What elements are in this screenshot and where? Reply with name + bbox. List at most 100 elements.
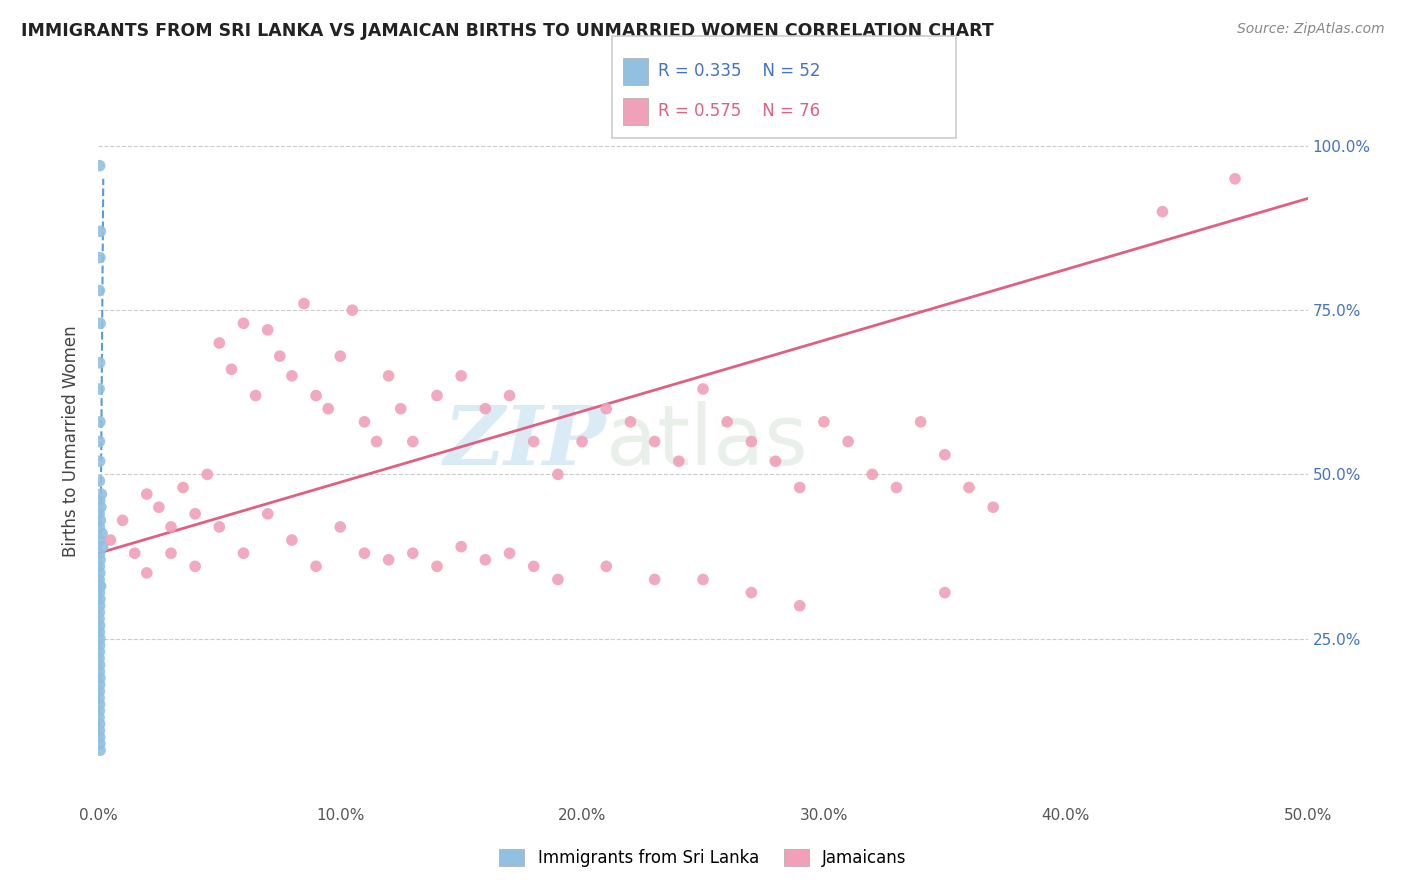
- Point: [89, 224, 111, 238]
- Point: [316, 401, 339, 416]
- Point: [402, 434, 425, 449]
- Point: [89, 454, 111, 468]
- Point: [160, 520, 183, 534]
- Point: [89, 159, 111, 173]
- Point: [934, 448, 956, 462]
- Point: [474, 553, 496, 567]
- Point: [89, 671, 111, 685]
- Point: [547, 573, 569, 587]
- Point: [305, 559, 328, 574]
- Point: [124, 546, 146, 560]
- Point: [89, 645, 111, 659]
- Point: [450, 540, 472, 554]
- Point: [89, 710, 111, 724]
- Point: [208, 336, 231, 351]
- Point: [89, 657, 111, 672]
- Point: [981, 500, 1004, 515]
- Point: [353, 546, 375, 560]
- Point: [184, 559, 207, 574]
- Point: [89, 251, 111, 265]
- Point: [89, 730, 111, 744]
- Point: [281, 368, 304, 383]
- Point: [377, 368, 399, 383]
- Point: [89, 704, 111, 718]
- Point: [89, 665, 111, 679]
- Point: [89, 605, 111, 619]
- Point: [232, 546, 254, 560]
- Point: [89, 717, 111, 731]
- Point: [644, 434, 666, 449]
- Point: [957, 481, 980, 495]
- Point: [100, 533, 122, 547]
- Text: ZIP: ZIP: [444, 401, 606, 482]
- Point: [89, 618, 111, 632]
- Point: [256, 323, 278, 337]
- Point: [813, 415, 835, 429]
- Point: [498, 388, 520, 402]
- Point: [89, 684, 111, 698]
- Y-axis label: Births to Unmarried Women: Births to Unmarried Women: [62, 326, 80, 558]
- Point: [90, 487, 112, 501]
- Point: [89, 737, 111, 751]
- Point: [934, 585, 956, 599]
- Point: [377, 553, 399, 567]
- Point: [89, 698, 111, 712]
- Point: [89, 434, 111, 449]
- Point: [547, 467, 569, 482]
- Point: [89, 382, 111, 396]
- Point: [89, 599, 111, 613]
- Point: [89, 612, 111, 626]
- Point: [426, 559, 449, 574]
- Point: [595, 401, 617, 416]
- Point: [89, 546, 111, 560]
- Point: [135, 487, 157, 501]
- Point: [256, 507, 278, 521]
- Point: [450, 368, 472, 383]
- Point: [90, 579, 112, 593]
- Point: [595, 559, 617, 574]
- Point: [91, 526, 114, 541]
- Point: [232, 316, 254, 330]
- Point: [89, 723, 111, 738]
- Point: [221, 362, 243, 376]
- Point: [789, 481, 811, 495]
- Point: [160, 546, 183, 560]
- Legend: Immigrants from Sri Lanka, Jamaicans: Immigrants from Sri Lanka, Jamaicans: [492, 842, 914, 874]
- Point: [89, 585, 111, 599]
- Point: [474, 401, 496, 416]
- Point: [281, 533, 304, 547]
- Point: [89, 415, 111, 429]
- Point: [89, 559, 111, 574]
- Point: [740, 434, 762, 449]
- Point: [89, 625, 111, 640]
- Point: [716, 415, 738, 429]
- Point: [89, 573, 111, 587]
- Point: [329, 520, 352, 534]
- Point: [426, 388, 449, 402]
- Point: [89, 677, 111, 691]
- Point: [89, 553, 111, 567]
- Point: [89, 592, 111, 607]
- Point: [668, 454, 690, 468]
- Point: [740, 585, 762, 599]
- Point: [789, 599, 811, 613]
- Point: [89, 284, 111, 298]
- Point: [89, 520, 111, 534]
- Point: [342, 303, 364, 318]
- Point: [523, 434, 546, 449]
- Point: [91, 540, 114, 554]
- Point: [89, 743, 111, 757]
- Point: [910, 415, 932, 429]
- Point: [644, 573, 666, 587]
- Point: [366, 434, 388, 449]
- Point: [172, 481, 194, 495]
- Point: [305, 388, 328, 402]
- Point: [89, 513, 111, 527]
- Point: [498, 546, 520, 560]
- Point: [89, 356, 111, 370]
- Text: R = 0.575    N = 76: R = 0.575 N = 76: [658, 103, 820, 120]
- Point: [692, 382, 714, 396]
- Point: [184, 507, 207, 521]
- Point: [208, 520, 231, 534]
- Point: [135, 566, 157, 580]
